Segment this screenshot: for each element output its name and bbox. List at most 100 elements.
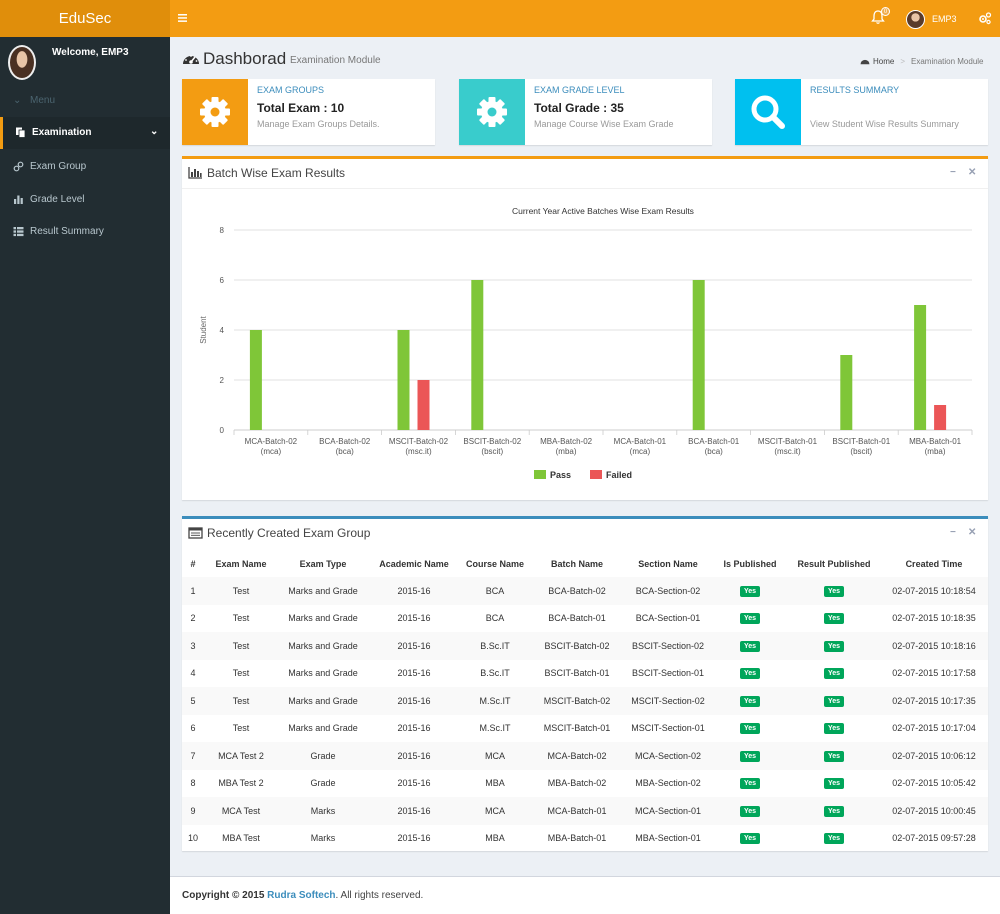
box-title: Recently Created Exam Group — [188, 526, 370, 540]
x-tick-label: (bca) — [705, 447, 724, 456]
table-cell: MSCIT-Section-01 — [631, 723, 705, 734]
copyright-prefix: Copyright © 2015 — [182, 890, 265, 901]
bar-pass — [397, 330, 410, 430]
menu-header[interactable]: ⌄ Menu — [0, 94, 170, 110]
table-cell: Yes — [788, 797, 880, 825]
status-badge: Yes — [739, 585, 761, 597]
table-cell: Test — [232, 723, 250, 734]
table-cell: Yes — [788, 660, 880, 688]
gears-icon — [979, 12, 992, 25]
table-cell: 9 — [182, 797, 204, 825]
status-badge: Yes — [739, 668, 761, 680]
x-tick-label: MCA-Batch-02 — [245, 437, 298, 446]
table-cell: 2015-16 — [368, 687, 460, 715]
table-cell: Yes — [712, 632, 788, 660]
status-badge: Yes — [739, 778, 761, 790]
table-cell: 10 — [187, 833, 198, 844]
x-tick-label: MBA-Batch-01 — [909, 437, 962, 446]
column-header: Batch Name — [550, 559, 604, 569]
table-row: 1 Test Marks and Grade 2015-16 BCA BCA-Batch-… — [182, 577, 988, 605]
avatar — [8, 45, 36, 80]
sidebar-item-label: Exam Group — [30, 161, 87, 172]
table-cell: 2015-16 — [397, 833, 431, 844]
table-cell: Marks and Grade — [288, 613, 358, 624]
table-cell: Yes — [788, 687, 880, 715]
close-button[interactable]: ✕ — [968, 167, 977, 178]
close-button[interactable]: ✕ — [968, 527, 977, 538]
info-box-exam-grade-level[interactable]: EXAM GRADE LEVEL Total Grade : 35 Manage… — [459, 79, 712, 145]
table-cell: 3 — [182, 632, 204, 660]
table-cell: 02-07-2015 10:17:58 — [892, 668, 976, 679]
column-header: Result Published — [797, 559, 871, 569]
sidebar-item-grade-level[interactable]: Grade Level — [0, 184, 170, 216]
copyright-suffix: . All rights reserved. — [335, 890, 424, 901]
dashboard-icon — [183, 55, 199, 64]
table-cell: 2015-16 — [368, 577, 460, 605]
hamburger-icon — [178, 14, 187, 22]
x-tick-label: (bscit) — [481, 447, 503, 456]
info-box-results-summary[interactable]: RESULTS SUMMARY View Student Wise Result… — [735, 79, 988, 145]
status-badge: Yes — [823, 778, 845, 790]
x-tick-label: (msc.it) — [405, 447, 432, 456]
table-cell: Yes — [788, 742, 880, 770]
table-cell: Test — [204, 577, 278, 605]
exam-group-table: # Exam Name Exam Type Academic Name Cour… — [182, 551, 988, 852]
sidebar-item-examination[interactable]: Examination ⌄ — [0, 117, 170, 149]
app-logo[interactable]: EduSec — [0, 0, 170, 37]
table-cell: MCA Test — [204, 797, 278, 825]
column-header: Exam Type — [299, 559, 347, 569]
table-cell: 02-07-2015 10:00:45 — [880, 797, 988, 825]
table-cell: MCA-Section-02 — [624, 742, 712, 770]
user-menu[interactable]: EMP3 — [906, 9, 966, 29]
sidebar: Welcome, EMP3 ⌄ Menu Examination ⌄ Exam … — [0, 37, 170, 914]
table-cell: MCA-Batch-02 — [530, 742, 624, 770]
y-axis-label: Student — [199, 315, 208, 343]
info-box-icon-bg — [735, 79, 801, 145]
table-row: 3 Test Marks and Grade 2015-16 B.Sc.IT BSCIT-… — [182, 632, 988, 660]
box-tools: − ✕ — [950, 167, 980, 181]
collapse-button[interactable]: − — [950, 167, 956, 178]
gear-icon — [477, 97, 507, 127]
table-row: 2 Test Marks and Grade 2015-16 BCA BCA-Batch-… — [182, 605, 988, 633]
notifications-button[interactable] — [870, 8, 888, 28]
exam-group-table-box: Recently Created Exam Group − ✕ # Exam N… — [182, 516, 988, 851]
status-badge: Yes — [823, 805, 845, 817]
table-cell: Test — [204, 687, 278, 715]
info-box-icon-bg — [459, 79, 525, 145]
breadcrumb: Home > Examination Module — [860, 55, 984, 67]
table-cell: Yes — [788, 825, 880, 853]
collapse-button[interactable]: − — [950, 527, 956, 538]
company-link[interactable]: Rudra Softech — [267, 890, 336, 901]
y-tick-label: 6 — [220, 276, 225, 285]
breadcrumb-home-link[interactable]: Home — [873, 56, 895, 66]
column-header: Course Name — [465, 559, 525, 569]
chart-box-title: Batch Wise Exam Results — [207, 166, 346, 180]
table-cell: MSCIT-Batch-01 — [543, 723, 611, 734]
table-header-row: # Exam Name Exam Type Academic Name Cour… — [182, 551, 988, 577]
table-cell: M.Sc.IT — [479, 723, 511, 734]
x-tick-label: BSCIT-Batch-02 — [463, 437, 521, 446]
status-badge: Yes — [823, 723, 845, 735]
x-tick-label: (mba) — [925, 447, 946, 456]
table-cell: Yes — [788, 632, 880, 660]
sidebar-item-result-summary[interactable]: Result Summary — [0, 216, 170, 248]
table-cell: MBA — [485, 833, 505, 844]
info-box-title: EXAM GRADE LEVEL — [534, 85, 625, 95]
table-cell: BSCIT-Section-01 — [631, 668, 705, 679]
info-box-exam-groups[interactable]: EXAM GROUPS Total Exam : 10 Manage Exam … — [182, 79, 435, 145]
copy-icon — [16, 127, 26, 138]
table-row: 5 Test Marks and Grade 2015-16 M.Sc.IT MSCIT-… — [182, 687, 988, 715]
control-sidebar-button[interactable] — [978, 11, 992, 25]
sidebar-toggle-button[interactable] — [178, 8, 194, 28]
table-cell: 1 — [182, 577, 204, 605]
y-tick-label: 2 — [220, 376, 225, 385]
legend-swatch — [534, 470, 546, 479]
table-cell: 2015-16 — [397, 613, 431, 624]
x-tick-label: (mca) — [630, 447, 651, 456]
table-cell: BCA-Section-01 — [635, 613, 701, 624]
table-cell: MCA-Batch-01 — [530, 797, 624, 825]
window-icon — [188, 527, 203, 539]
info-box-title: RESULTS SUMMARY — [810, 85, 900, 95]
table-cell: 2015-16 — [397, 668, 431, 679]
sidebar-item-exam-group[interactable]: Exam Group — [0, 151, 170, 183]
